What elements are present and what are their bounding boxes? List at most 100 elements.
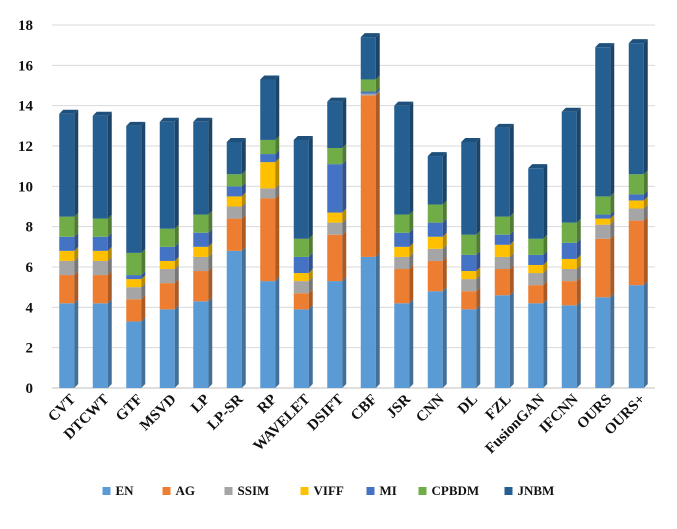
bar-side-mi	[610, 210, 615, 219]
bar-side-ag	[208, 267, 213, 302]
x-tick-label: RP	[255, 392, 280, 417]
bar-top	[193, 117, 213, 122]
bar-segment-ag	[595, 238, 611, 298]
bar-top	[159, 117, 179, 122]
bar-segment-jnbm	[360, 37, 376, 80]
bar-segment-jnbm	[461, 141, 477, 235]
y-tick-label: 4	[26, 300, 34, 316]
bar-top	[59, 109, 79, 114]
bar-segment-cpbdm	[159, 228, 175, 247]
bar-segment-ssim	[226, 206, 242, 219]
bar-segment-en	[293, 309, 309, 388]
bar-side-jnbm	[208, 117, 213, 215]
bar-side-ssim	[275, 184, 280, 199]
bar-side-en	[141, 317, 146, 388]
bar-segment-mi	[59, 236, 75, 251]
bar-side-jnbm	[241, 137, 246, 175]
bar-segment-ssim	[628, 208, 644, 221]
bar-segment-en	[159, 309, 175, 388]
bar-side-ag	[107, 271, 112, 304]
bar-side-ssim	[375, 89, 380, 96]
bar-segment-en	[193, 301, 209, 388]
bar-side-ag	[174, 279, 179, 310]
bar-side-cpbdm	[543, 234, 548, 255]
bar-segment-ag	[360, 95, 376, 257]
bar-segment-cpbdm	[394, 214, 410, 233]
legend-swatch-ag	[162, 487, 171, 495]
bar-segment-mi	[159, 246, 175, 261]
bar-segment-mi	[293, 256, 309, 274]
bar-segment-viff	[327, 212, 343, 223]
bar-side-cpbdm	[308, 234, 313, 257]
bar-side-jnbm	[107, 111, 112, 219]
bar-side-jnbm	[442, 152, 447, 205]
bar-segment-viff	[260, 162, 276, 189]
bar-top	[561, 107, 581, 112]
bar-segment-mi	[595, 214, 611, 219]
bar-side-ag	[543, 281, 548, 304]
bar-side-cpbdm	[610, 192, 615, 215]
bar-side-viff	[308, 269, 313, 282]
bar-side-cpbdm	[409, 210, 414, 233]
bar-top	[327, 97, 347, 102]
bar-side-en	[543, 299, 548, 388]
bar-segment-ssim	[59, 260, 75, 276]
bar-side-en	[643, 281, 648, 388]
bar-side-viff	[409, 242, 414, 257]
bar-segment-ag	[628, 220, 644, 286]
x-tick-label: LP-SR	[205, 391, 247, 433]
bar-side-en	[610, 293, 615, 388]
legend-label-ssim: SSIM	[238, 483, 270, 498]
bar-side-mi	[576, 238, 581, 259]
y-tick-label: 18	[18, 18, 33, 34]
bar-top	[595, 43, 615, 48]
y-tick-label: 10	[18, 179, 33, 195]
bar-side-mi	[107, 232, 112, 251]
bar-segment-ag	[327, 234, 343, 282]
bar-side-cpbdm	[342, 144, 347, 165]
bar-segment-mi	[394, 232, 410, 247]
x-tick-label: JSR	[384, 391, 414, 421]
bar-segment-ssim	[561, 269, 577, 282]
bar-side-ag	[241, 214, 246, 251]
bar-side-en	[74, 299, 79, 388]
bar-side-cpbdm	[174, 224, 179, 247]
bar-top	[226, 137, 246, 142]
bar-segment-ssim	[327, 222, 343, 235]
bar-segment-mi	[193, 232, 209, 247]
bar-segment-cpbdm	[226, 174, 242, 187]
bar-side-ag	[610, 234, 615, 298]
bar-side-ag	[509, 265, 514, 296]
bar-segment-en	[461, 309, 477, 388]
x-tick-label: MSVD	[137, 391, 180, 434]
bar-side-ag	[409, 265, 414, 304]
y-tick-label: 0	[26, 381, 34, 397]
bar-side-mi	[141, 271, 146, 280]
bar-side-en	[476, 305, 481, 388]
bar-segment-en	[394, 303, 410, 388]
bar-segment-cpbdm	[92, 218, 108, 237]
bar-side-mi	[643, 190, 648, 201]
bar-segment-ssim	[193, 256, 209, 272]
bar-segment-en	[595, 297, 611, 388]
bar-side-jnbm	[174, 117, 179, 229]
y-tick-label: 12	[18, 139, 33, 155]
bar-side-ssim	[174, 265, 179, 284]
bar-side-viff	[543, 260, 548, 274]
bar-side-cpbdm	[375, 75, 380, 92]
bar-segment-ssim	[126, 287, 142, 300]
bar-side-mi	[241, 182, 246, 197]
x-tick-label: DL	[455, 392, 481, 418]
bar-segment-mi	[461, 254, 477, 272]
x-tick-label: CBF	[348, 392, 381, 425]
y-tick-label: 6	[26, 260, 34, 276]
bar-segment-viff	[561, 258, 577, 270]
x-tick-label: CNN	[413, 391, 447, 425]
bar-segment-ssim	[394, 256, 410, 270]
bar-segment-mi	[628, 194, 644, 201]
bar-side-mi	[342, 160, 347, 213]
bar-segment-cpbdm	[427, 204, 443, 223]
bar-side-viff	[442, 232, 447, 249]
legend-swatch-jnbm	[504, 487, 513, 495]
